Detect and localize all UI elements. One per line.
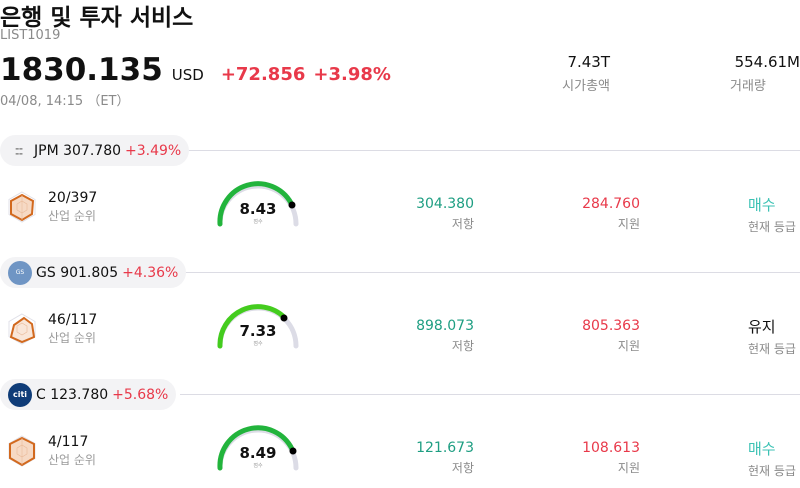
support-label: 지원	[617, 339, 640, 353]
stock-pill-c[interactable]: citi C 123.780 +5.68%	[0, 379, 177, 410]
grade-label: 현재 등급	[748, 342, 796, 356]
resistance-value: 121.673	[416, 440, 474, 456]
hexagon-rank-icon	[8, 435, 36, 467]
price-row: 1830.135 USD +72.856 +3.98%	[0, 52, 391, 88]
stock-ticker: C	[36, 386, 46, 403]
stock-price: 307.780	[63, 142, 122, 159]
stock-section-gs: GS GS 901.805 +4.36% 46/117 산업 순위 7.33 점…	[0, 256, 800, 378]
score-value: 8.49	[239, 444, 277, 462]
grade-label: 현재 등급	[748, 464, 796, 478]
industry-rank: 4/117 산업 순위	[8, 434, 96, 468]
price-change: +72.856	[220, 64, 306, 85]
support: 284.760 지원	[560, 196, 640, 232]
stock-ticker: JPM	[34, 142, 59, 159]
gauge-arc-icon	[217, 181, 299, 227]
current-grade: 유지 현재 등급	[748, 316, 796, 357]
current-grade: 매수 현재 등급	[748, 194, 796, 235]
score-label: 점수	[253, 341, 263, 347]
resistance-value: 898.073	[416, 318, 474, 334]
score-gauge: 7.33 점수	[214, 302, 304, 352]
grade-value: 매수	[748, 440, 776, 458]
stock-section-jpm: ▬▬ ▬▬ JPM 307.780 +3.49% 20/397 산업 순위 8.4…	[0, 134, 800, 256]
stock-change-percent: +4.36%	[122, 264, 179, 281]
timestamp: 04/08, 14:15 （ET）	[0, 94, 130, 109]
score-gauge: 8.43 점수	[214, 180, 304, 230]
currency: USD	[171, 66, 204, 84]
score-gauge: 8.49 점수	[214, 424, 304, 474]
market-cap-stat: 7.43T 시가총액	[540, 53, 610, 94]
score-value: 8.43	[239, 200, 277, 218]
market-cap-value: 7.43T	[567, 53, 610, 71]
hexagon-rank-icon	[8, 191, 36, 223]
section-divider	[180, 272, 800, 273]
stock-pill-gs[interactable]: GS GS 901.805 +4.36%	[0, 257, 187, 288]
score-value: 7.33	[239, 322, 277, 340]
rank-label: 산업 순위	[48, 209, 96, 223]
stock-change-percent: +5.68%	[112, 386, 169, 403]
support: 108.613 지원	[560, 440, 640, 476]
industry-rank: 20/397 산업 순위	[8, 190, 97, 224]
support: 805.363 지원	[560, 318, 640, 354]
grade-value: 매수	[748, 196, 776, 214]
support-value: 108.613	[582, 440, 640, 456]
support-value: 284.760	[582, 196, 640, 212]
current-grade: 매수 현재 등급	[748, 438, 796, 479]
section-divider	[180, 150, 800, 151]
grade-value: 유지	[748, 318, 776, 336]
market-cap-label: 시가총액	[562, 79, 610, 94]
stock-pill-jpm[interactable]: ▬▬ ▬▬ JPM 307.780 +3.49%	[0, 135, 190, 166]
rank-value: 20/397	[48, 190, 98, 206]
price-change-percent: +3.98%	[313, 64, 391, 85]
stock-price: 901.805	[60, 264, 119, 281]
rank-value: 46/117	[48, 312, 98, 328]
industry-rank: 46/117 산업 순위	[8, 312, 97, 346]
rank-label: 산업 순위	[48, 331, 96, 345]
score-label: 점수	[253, 219, 263, 225]
jpmorgan-logo-icon: ▬▬ ▬▬	[15, 145, 23, 156]
score-label: 점수	[253, 463, 263, 469]
resistance-value: 304.380	[416, 196, 474, 212]
gauge-arc-icon	[217, 425, 299, 471]
resistance: 121.673 저항	[394, 440, 474, 476]
rank-label: 산업 순위	[48, 453, 96, 467]
stock-price: 123.780	[50, 386, 109, 403]
resistance-label: 저항	[451, 461, 474, 475]
support-label: 지원	[617, 461, 640, 475]
section-divider	[180, 394, 800, 395]
resistance: 898.073 저항	[394, 318, 474, 354]
volume-label: 거래량	[730, 79, 766, 94]
stock-change-percent: +3.49%	[125, 142, 182, 159]
page-title: 은행 및 투자 서비스	[0, 5, 194, 31]
gauge-arc-icon	[217, 304, 299, 349]
grade-label: 현재 등급	[748, 220, 796, 234]
citi-logo-icon: citi	[8, 382, 32, 407]
resistance-label: 저항	[451, 339, 474, 353]
support-label: 지원	[617, 217, 640, 231]
goldman-sachs-logo-icon: GS	[8, 260, 32, 285]
stock-ticker: GS	[36, 264, 56, 281]
volume-value: 554.61M	[734, 53, 800, 71]
stock-section-c: citi C 123.780 +5.68% 4/117 산업 순위 8.49 점…	[0, 378, 800, 488]
rank-value: 4/117	[48, 434, 89, 450]
resistance: 304.380 저항	[394, 196, 474, 232]
volume-stat: 554.61M 거래량	[700, 53, 800, 94]
hexagon-rank-icon	[8, 313, 36, 345]
resistance-label: 저항	[451, 217, 474, 231]
index-price: 1830.135	[0, 52, 163, 88]
support-value: 805.363	[582, 318, 640, 334]
index-code: LIST1019	[0, 28, 61, 43]
